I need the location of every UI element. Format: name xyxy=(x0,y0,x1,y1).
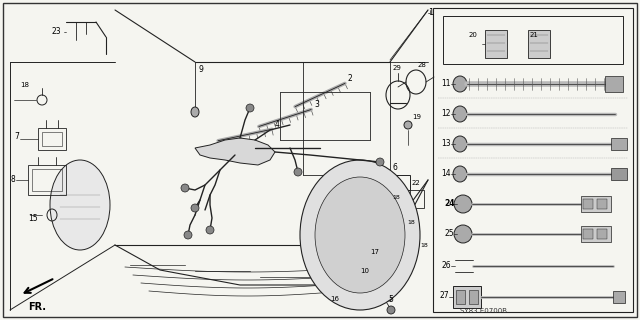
Text: 14: 14 xyxy=(441,169,451,178)
Text: 2: 2 xyxy=(348,74,353,83)
Text: 10: 10 xyxy=(360,268,369,274)
Ellipse shape xyxy=(315,177,405,293)
Text: 28: 28 xyxy=(418,62,427,68)
Text: 13: 13 xyxy=(441,139,451,148)
Bar xyxy=(42,132,62,146)
Text: 20: 20 xyxy=(469,32,478,38)
Ellipse shape xyxy=(453,106,467,122)
Bar xyxy=(443,16,623,64)
Bar xyxy=(528,30,550,58)
Bar xyxy=(28,165,66,195)
Text: 15: 15 xyxy=(28,213,38,222)
Ellipse shape xyxy=(387,306,395,314)
Bar xyxy=(433,8,633,312)
Bar xyxy=(410,190,424,208)
Ellipse shape xyxy=(376,158,384,166)
Text: 21: 21 xyxy=(530,32,539,38)
Ellipse shape xyxy=(453,166,467,182)
Text: 9: 9 xyxy=(198,65,203,74)
Text: 12: 12 xyxy=(441,109,451,118)
Text: 18: 18 xyxy=(420,243,428,248)
Ellipse shape xyxy=(191,204,199,212)
Ellipse shape xyxy=(294,168,302,176)
Bar xyxy=(390,175,410,190)
Ellipse shape xyxy=(365,274,371,282)
Ellipse shape xyxy=(454,225,472,243)
Text: 23: 23 xyxy=(51,27,61,36)
Text: 18: 18 xyxy=(20,82,29,88)
Bar xyxy=(613,291,625,303)
Text: 4: 4 xyxy=(275,120,280,129)
Text: 1: 1 xyxy=(428,8,433,17)
Text: 22: 22 xyxy=(412,180,420,186)
Polygon shape xyxy=(115,10,428,245)
Bar xyxy=(581,226,611,242)
Bar xyxy=(583,229,593,239)
Text: 16: 16 xyxy=(330,296,339,302)
Ellipse shape xyxy=(453,136,467,152)
Bar xyxy=(32,169,62,191)
Bar xyxy=(453,286,481,308)
Text: 27: 27 xyxy=(439,291,449,300)
Text: 24: 24 xyxy=(444,199,454,208)
Ellipse shape xyxy=(404,121,412,129)
Text: 26: 26 xyxy=(441,261,451,270)
Text: FR.: FR. xyxy=(28,302,46,312)
Text: 25: 25 xyxy=(444,229,454,238)
Text: 8: 8 xyxy=(10,175,15,184)
Ellipse shape xyxy=(246,104,254,112)
Polygon shape xyxy=(195,138,275,165)
Ellipse shape xyxy=(184,231,192,239)
Text: 29: 29 xyxy=(393,65,402,71)
Bar xyxy=(597,229,607,239)
Text: 18: 18 xyxy=(392,195,400,200)
Text: 11: 11 xyxy=(441,79,451,88)
Text: 17: 17 xyxy=(370,249,379,255)
Polygon shape xyxy=(615,109,625,119)
Bar xyxy=(597,199,607,209)
Ellipse shape xyxy=(454,195,472,213)
Text: 6: 6 xyxy=(392,163,397,172)
Bar xyxy=(38,128,66,150)
Ellipse shape xyxy=(191,107,199,117)
Text: 7: 7 xyxy=(14,132,19,140)
Bar xyxy=(605,76,623,92)
Bar xyxy=(469,290,478,304)
Ellipse shape xyxy=(50,160,110,250)
Text: 3: 3 xyxy=(314,100,319,109)
Ellipse shape xyxy=(453,76,467,92)
Ellipse shape xyxy=(334,286,342,294)
Text: 19: 19 xyxy=(412,114,421,120)
Ellipse shape xyxy=(181,184,189,192)
Bar xyxy=(485,30,507,58)
Text: 5: 5 xyxy=(388,295,393,304)
Bar xyxy=(456,290,465,304)
Bar xyxy=(583,199,593,209)
Bar xyxy=(611,168,627,180)
Bar xyxy=(581,196,611,212)
Bar xyxy=(611,138,627,150)
Ellipse shape xyxy=(300,160,420,310)
Ellipse shape xyxy=(206,226,214,234)
Text: 18: 18 xyxy=(407,220,415,225)
Text: SY83 E0700B: SY83 E0700B xyxy=(460,308,507,314)
